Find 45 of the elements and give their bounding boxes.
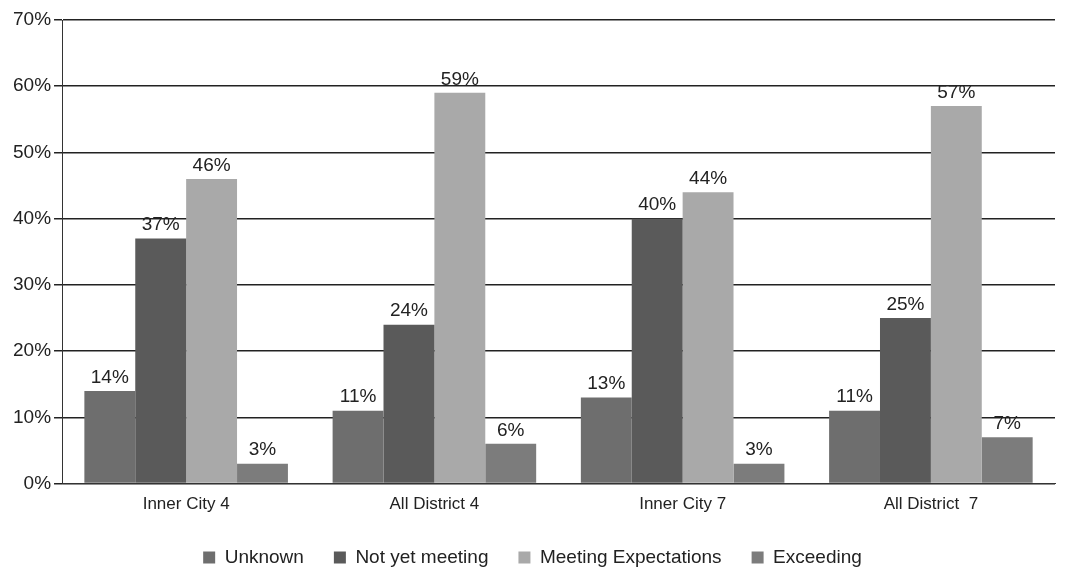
bar xyxy=(879,318,931,483)
data-label: 24% xyxy=(389,299,429,321)
data-label: 46% xyxy=(192,153,231,175)
legend-label: Unknown xyxy=(224,545,304,567)
data-label: 11% xyxy=(836,385,873,407)
bar xyxy=(829,410,880,483)
y-tick-label: 40% xyxy=(13,206,52,228)
data-label: 3% xyxy=(248,438,277,460)
y-tick-label: 70% xyxy=(13,8,52,30)
data-label: 3% xyxy=(745,438,773,460)
y-tick-label: 10% xyxy=(13,405,52,427)
bar xyxy=(434,92,486,483)
bar xyxy=(580,397,632,483)
y-tick-label: 20% xyxy=(13,339,52,361)
x-tick-label: Inner City 7 xyxy=(639,494,727,514)
bar xyxy=(485,443,537,483)
bar xyxy=(237,463,288,483)
legend-label: Exceeding xyxy=(773,545,862,567)
bar xyxy=(631,218,683,483)
bar xyxy=(930,106,982,483)
y-tick-label: 50% xyxy=(13,140,52,162)
bar xyxy=(733,463,785,483)
x-tick-label: All District 4 xyxy=(389,494,480,514)
bar xyxy=(186,178,238,483)
data-label: 14% xyxy=(90,365,129,387)
data-label: 59% xyxy=(440,67,479,89)
data-label: 13% xyxy=(587,372,626,394)
data-label: 40% xyxy=(638,193,677,215)
data-label: 11% xyxy=(339,385,377,407)
data-label: 25% xyxy=(886,292,925,314)
x-tick-label: All District 7 xyxy=(883,494,979,514)
y-tick-label: 30% xyxy=(13,273,52,295)
data-label: 44% xyxy=(689,166,728,188)
legend-label: Meeting Expectations xyxy=(539,545,722,567)
bar xyxy=(682,192,734,483)
y-tick-label: 60% xyxy=(13,74,52,96)
x-tick-label: Inner City 4 xyxy=(142,494,230,514)
legend-label: Not yet meeting xyxy=(355,545,489,567)
bar xyxy=(332,410,384,483)
data-label: 6% xyxy=(496,418,525,440)
bar xyxy=(135,238,187,483)
bar xyxy=(84,390,136,483)
y-tick-label: 0% xyxy=(23,471,52,493)
bar xyxy=(981,437,1033,483)
bar xyxy=(383,324,435,483)
